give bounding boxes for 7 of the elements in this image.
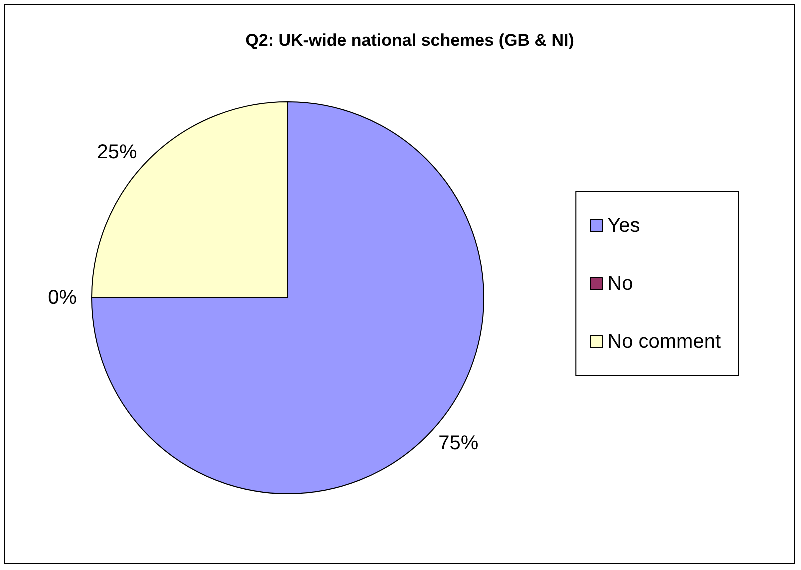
legend-label: Yes xyxy=(608,215,640,237)
text: 0% xyxy=(48,287,77,309)
legend-label: No xyxy=(608,273,634,295)
data-label: 25% xyxy=(97,141,138,164)
chart-title: Q2: UK-wide national schemes (GB & NI) xyxy=(246,31,574,50)
data-label: 75% xyxy=(438,432,479,455)
legend-label: No comment xyxy=(608,331,722,353)
